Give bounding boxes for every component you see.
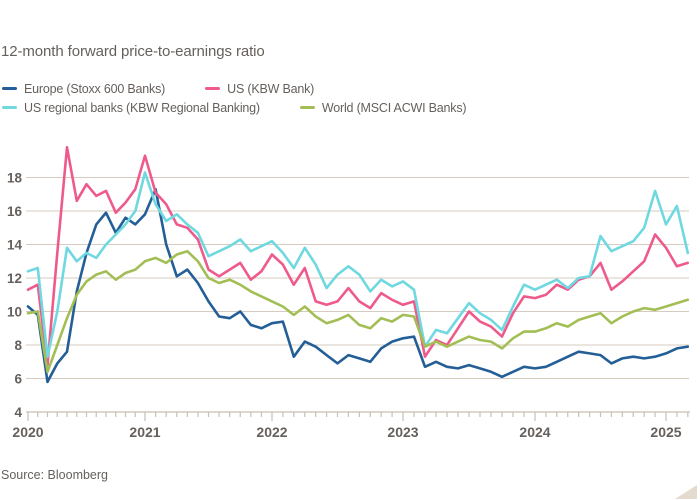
y-axis-label-14: 14: [7, 238, 23, 253]
y-axis-label-12: 12: [7, 271, 22, 286]
legend-item-world: World (MSCI ACWI Banks): [299, 100, 467, 115]
legend-marker-world-icon: [299, 105, 315, 110]
legend-label-europe: Europe (Stoxx 600 Banks): [24, 81, 166, 96]
x-axis-label-2021: 2021: [129, 424, 160, 440]
legend-label-us-regional: US regional banks (KBW Regional Banking): [24, 100, 260, 115]
x-axis-label-2024: 2024: [519, 424, 550, 440]
y-axis-label-8: 8: [14, 338, 22, 353]
legend-marker-europe-icon: [2, 86, 17, 91]
chart-title: 12-month forward price-to-earnings ratio: [1, 43, 265, 60]
x-axis-label-2022: 2022: [256, 424, 287, 440]
series-line-us-regional-banks-kbw-regional-banking: [26, 171, 690, 359]
y-axis-label-4: 4: [14, 405, 22, 420]
series-line-europe-stoxx-600-banks: [26, 187, 690, 384]
y-axis-label-10: 10: [7, 305, 22, 320]
legend-label-world: World (MSCI ACWI Banks): [321, 100, 467, 115]
legend-item-us: US (KBW Bank): [205, 82, 314, 96]
series-line-us-kbw-bank: [26, 146, 690, 367]
legend-marker-us-icon: [205, 86, 221, 91]
series-line-world-msci-acwi-banks: [26, 249, 690, 374]
legend-row-1: Europe (Stoxx 600 Banks) US (KBW Bank): [2, 79, 506, 98]
legend-item-europe: Europe (Stoxx 600 Banks): [2, 82, 165, 96]
legend-row-2: US regional banks (KBW Regional Banking)…: [2, 98, 506, 117]
x-axis-label-2023: 2023: [387, 424, 418, 440]
x-axis-label-2020: 2020: [12, 424, 43, 440]
legend-item-us-regional: US regional banks (KBW Regional Banking): [2, 101, 260, 115]
corner-triangle-icon: [675, 485, 697, 499]
legend-label-us: US (KBW Bank): [227, 81, 315, 96]
source-label: Source: Bloomberg: [1, 468, 109, 482]
y-axis-label-16: 16: [7, 204, 23, 219]
legend: Europe (Stoxx 600 Banks) US (KBW Bank) U…: [2, 79, 506, 117]
y-axis-label-6: 6: [14, 372, 22, 387]
x-axis-label-2025: 2025: [650, 424, 681, 440]
legend-marker-us-regional-icon: [2, 105, 17, 110]
y-axis-label-18: 18: [7, 171, 23, 186]
